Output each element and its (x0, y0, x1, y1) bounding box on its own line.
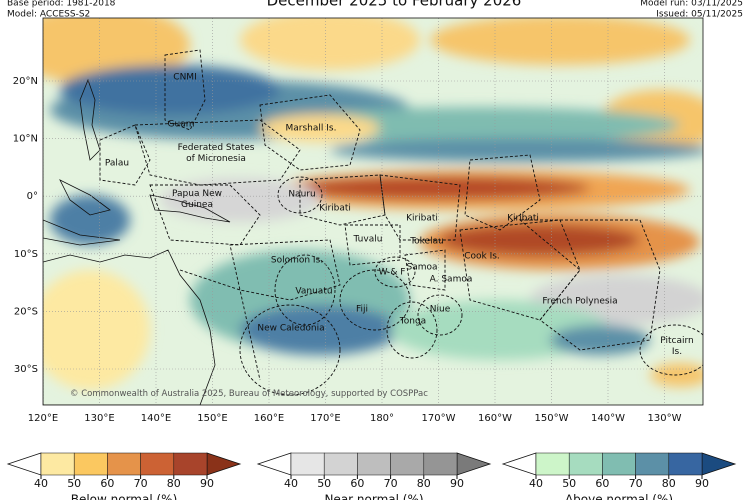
colorbar-segment (535, 452, 570, 476)
colorbar-tick-label: 70 (134, 477, 148, 490)
lon-label: 180° (370, 413, 394, 424)
colorbar-high (456, 452, 492, 476)
region-label: Palau (104, 158, 130, 169)
colorbar-segment (568, 452, 603, 476)
map-field (43, 18, 703, 405)
region-label: Kiribati (507, 213, 539, 224)
region-label: Tuvalu (353, 234, 383, 245)
lon-label: 160°E (254, 413, 284, 424)
lat-label: 30°S (14, 364, 38, 375)
colorbar-tick-label: 70 (384, 477, 398, 490)
colorbar-tick-label: 60 (595, 477, 609, 490)
colorbar-tick-label: 80 (167, 477, 181, 490)
colorbar-segment (107, 452, 141, 476)
lon-label: 170°W (422, 413, 456, 424)
region-label: French Polynesia (542, 296, 618, 307)
title: December 2025 to February 2026 (267, 0, 522, 10)
graticule (43, 18, 703, 405)
region-label: Guam (167, 119, 195, 130)
colorbar-segment (357, 452, 391, 476)
lat-label: 10°S (14, 249, 38, 260)
colorbar-segment (173, 452, 208, 476)
region-label: Tonga (399, 316, 427, 327)
colorbar-tick-label: 90 (450, 477, 464, 490)
lon-label: 150°W (535, 413, 569, 424)
colorbar-label: Above normal (%) (565, 493, 673, 500)
colorbar-tick-label: 90 (200, 477, 214, 490)
colorbar-low (256, 452, 292, 476)
colorbar-tick-label: 40 (34, 477, 48, 490)
model-run: Model run: 03/11/2025 (640, 0, 743, 9)
colorbar-tick-label: 80 (662, 477, 676, 490)
region-label: Tokelau (410, 236, 444, 247)
colorbar-tick-label: 60 (100, 477, 114, 490)
colorbar-segment (423, 452, 458, 476)
region-label: Niue (429, 304, 451, 315)
colorbar-tick-label: 50 (562, 477, 576, 490)
colorbar-tick-label: 50 (67, 477, 81, 490)
lat-label: 20°S (14, 306, 38, 317)
region-label: Papua New Guinea (172, 189, 222, 210)
region-label: Kiribati (406, 213, 438, 224)
lon-label: 140°E (141, 413, 171, 424)
region-label: CNMI (173, 72, 197, 83)
colorbar-tick-label: 90 (695, 477, 709, 490)
colorbar-high (206, 452, 242, 476)
colorbar-segment (290, 452, 325, 476)
colorbar-low (501, 452, 537, 476)
region-label: Pitcairn Is. (660, 336, 694, 357)
region-label: New Caledonia (257, 323, 325, 334)
lon-label: 140°W (591, 413, 625, 424)
region-label: Fiji (355, 304, 369, 315)
lat-label: 0° (27, 191, 38, 202)
base-period: Base period: 1981-2018 (7, 0, 116, 9)
colorbar-segment (140, 452, 175, 476)
colorbar-segment (40, 452, 75, 476)
lon-label: 130°W (648, 413, 682, 424)
region-label: Cook Is. (464, 251, 500, 262)
copyright: © Commonwealth of Australia 2025, Bureau… (70, 389, 428, 399)
lat-label: 10°N (13, 134, 38, 145)
colorbar-tick-label: 40 (284, 477, 298, 490)
issued: Issued: 05/11/2025 (656, 10, 743, 20)
colorbar-tick-label: 70 (629, 477, 643, 490)
region-label: Samoa (406, 262, 438, 273)
lon-label: 130°E (84, 413, 114, 424)
colorbar-tick-label: 50 (317, 477, 331, 490)
region-label: W & F (378, 267, 406, 278)
colorbar-label: Near normal (%) (324, 493, 423, 500)
colorbar-tick-label: 80 (417, 477, 431, 490)
lon-label: 120°E (28, 413, 58, 424)
colorbar-segment (635, 452, 670, 476)
colorbar-segment (323, 452, 358, 476)
colorbar-label: Below normal (%) (71, 493, 178, 500)
region-label: Federated States of Micronesia (177, 143, 255, 164)
colorbar-segment (73, 452, 108, 476)
colorbar-low (6, 452, 42, 476)
region-label: Marshall Is. (285, 123, 337, 134)
colorbar-high (701, 452, 737, 476)
region-label: Vanuatu (295, 286, 333, 297)
colorbar-tick-label: 60 (350, 477, 364, 490)
colorbar-segment (390, 452, 425, 476)
region-label: Solomon Is. (270, 255, 324, 266)
map-frame (42, 17, 704, 406)
lon-label: 170°E (310, 413, 340, 424)
colorbar-segment (602, 452, 636, 476)
colorbar-tick-label: 40 (529, 477, 543, 490)
lat-label: 20°N (13, 76, 38, 87)
colorbar-segment (668, 452, 703, 476)
region-label: A. Samoa (429, 274, 473, 285)
model: Model: ACCESS-S2 (7, 10, 90, 20)
lon-label: 150°E (197, 413, 227, 424)
region-label: Nauru (288, 189, 316, 200)
lon-label: 160°W (478, 413, 512, 424)
region-label: Kiribati (319, 203, 351, 214)
